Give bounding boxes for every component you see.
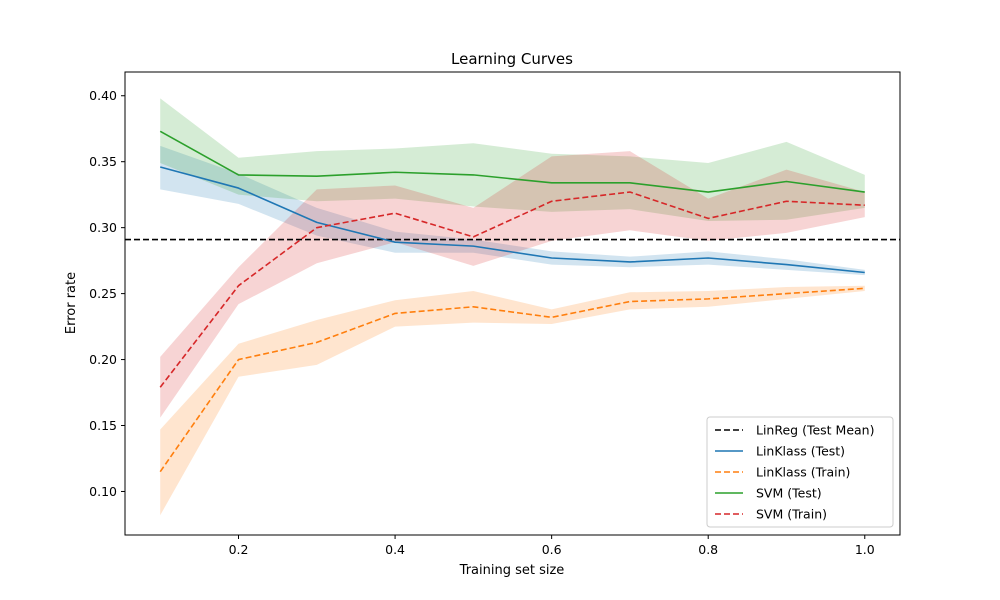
y-axis-label: Error rate [64,272,79,334]
x-tick-label: 0.6 [542,542,562,557]
y-tick-label: 0.35 [89,154,117,169]
x-tick-label: 0.4 [385,542,405,557]
legend-label-linreg-test-mean: LinReg (Test Mean) [756,423,874,438]
series-lines [159,130,865,473]
x-axis-ticks: 0.2 0.4 0.6 0.8 1.0 [229,535,875,557]
plot-frame [124,71,901,536]
line-linklass-train [159,287,865,473]
legend-box [706,416,894,528]
y-tick-label: 0.40 [89,88,117,103]
legend-label-linklass-train: LinKlass (Train) [756,465,850,480]
y-tick-label: 0.15 [89,418,117,433]
x-tick-label: 1.0 [855,542,875,557]
line-linklass-test [160,166,865,274]
chart-title: Learning Curves [451,50,573,68]
x-tick-label: 0.8 [698,542,718,557]
band-linklass-test [160,145,865,276]
x-tick-label: 0.2 [229,542,249,557]
legend-label-svm-train: SVM (Train) [756,507,827,522]
legend-label-linklass-test: LinKlass (Test) [756,444,845,459]
line-svm-train [159,191,865,388]
y-tick-label: 0.25 [89,286,117,301]
legend: LinReg (Test Mean) LinKlass (Test) LinKlas… [706,416,894,528]
y-tick-label: 0.30 [89,220,117,235]
y-tick-label: 0.10 [89,484,117,499]
line-svm-test [159,130,865,193]
band-linklass-train [160,285,865,516]
y-tick-label: 0.20 [89,352,117,367]
legend-label-svm-test: SVM (Test) [756,486,822,501]
band-svm-train [160,151,865,418]
x-axis-label: Training set size [459,563,565,578]
y-axis-ticks: 0.10 0.15 0.20 0.25 0.30 0.35 0.40 [89,88,125,499]
